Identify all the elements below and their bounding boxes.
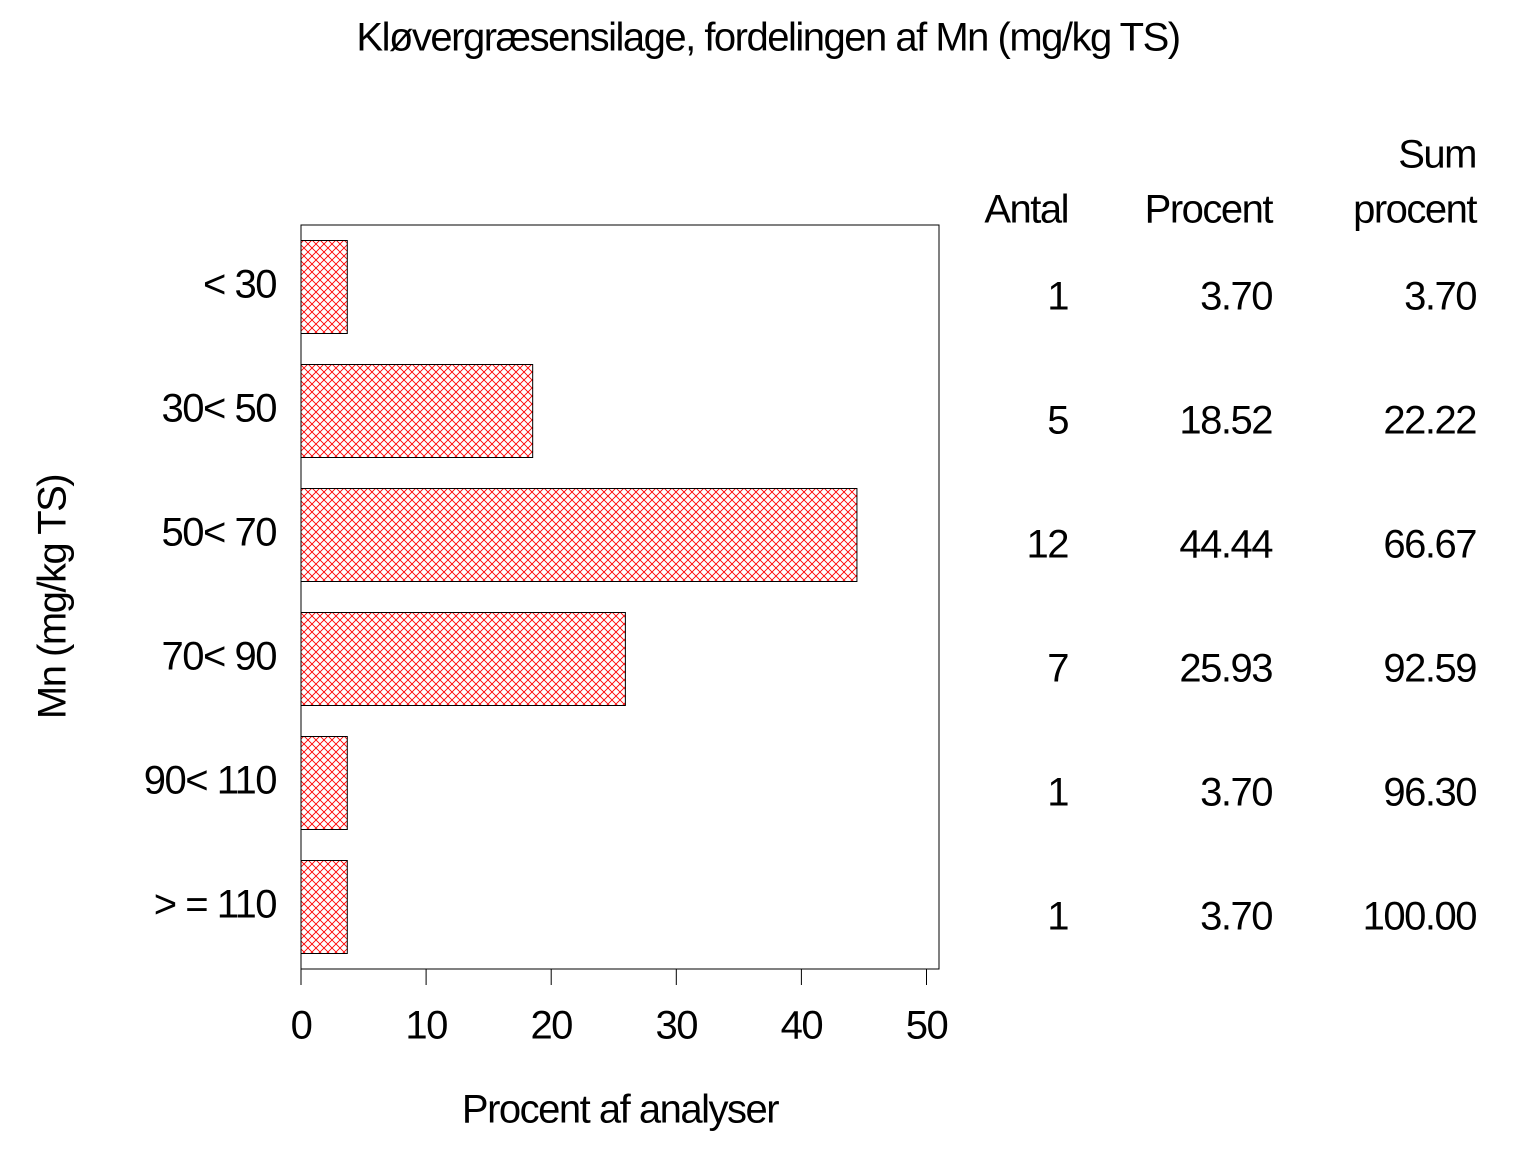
y-axis-label: Mn (mg/kg TS) bbox=[31, 475, 75, 719]
table-percent: 3.70 bbox=[1200, 275, 1272, 319]
bar bbox=[300, 736, 348, 830]
y-tick-label: 90< 110 bbox=[144, 759, 276, 803]
table-count: 7 bbox=[1047, 647, 1068, 691]
table-count: 1 bbox=[1047, 275, 1068, 319]
chart-title: Kløvergræsensilage, fordelingen af Mn (m… bbox=[356, 16, 1179, 60]
bar bbox=[300, 240, 348, 334]
bar bbox=[300, 612, 626, 706]
y-tick-label: 50< 70 bbox=[162, 511, 277, 555]
x-tick-label: 40 bbox=[781, 1004, 823, 1048]
x-tick-label: 30 bbox=[656, 1004, 698, 1048]
table-header: Sum bbox=[1398, 133, 1476, 177]
table-percent: 3.70 bbox=[1200, 895, 1272, 939]
x-tick-label: 50 bbox=[906, 1004, 948, 1048]
x-tick-label: 0 bbox=[291, 1004, 312, 1048]
table-sum-percent: 100.00 bbox=[1363, 895, 1477, 939]
bar bbox=[300, 860, 348, 954]
table-header: Antal bbox=[984, 188, 1068, 232]
y-tick-label: < 30 bbox=[203, 263, 276, 307]
table-sum-percent: 96.30 bbox=[1383, 771, 1476, 815]
table-sum-percent: 92.59 bbox=[1383, 647, 1476, 691]
x-tick-label: 10 bbox=[405, 1004, 447, 1048]
bar bbox=[300, 488, 858, 582]
table-header: Procent bbox=[1145, 188, 1274, 232]
x-tick-label: 20 bbox=[530, 1004, 572, 1048]
table-count: 5 bbox=[1047, 399, 1068, 443]
table-header: procent bbox=[1353, 188, 1477, 232]
table-sum-percent: 66.67 bbox=[1383, 523, 1476, 567]
table-percent: 18.52 bbox=[1179, 399, 1272, 443]
plot-frame bbox=[300, 224, 940, 970]
table-percent: 3.70 bbox=[1200, 771, 1272, 815]
y-tick-label: 30< 50 bbox=[162, 387, 277, 431]
table-count: 1 bbox=[1047, 895, 1068, 939]
table-sum-percent: 22.22 bbox=[1383, 399, 1476, 443]
x-axis-label: Procent af analyser bbox=[462, 1088, 779, 1132]
table-percent: 44.44 bbox=[1179, 523, 1273, 567]
table-percent: 25.93 bbox=[1179, 647, 1272, 691]
table-count: 1 bbox=[1047, 771, 1068, 815]
bar bbox=[300, 364, 534, 458]
table-count: 12 bbox=[1027, 523, 1069, 567]
y-tick-label: 70< 90 bbox=[162, 635, 277, 679]
table-sum-percent: 3.70 bbox=[1404, 275, 1476, 319]
y-tick-label: > = 110 bbox=[154, 883, 276, 927]
